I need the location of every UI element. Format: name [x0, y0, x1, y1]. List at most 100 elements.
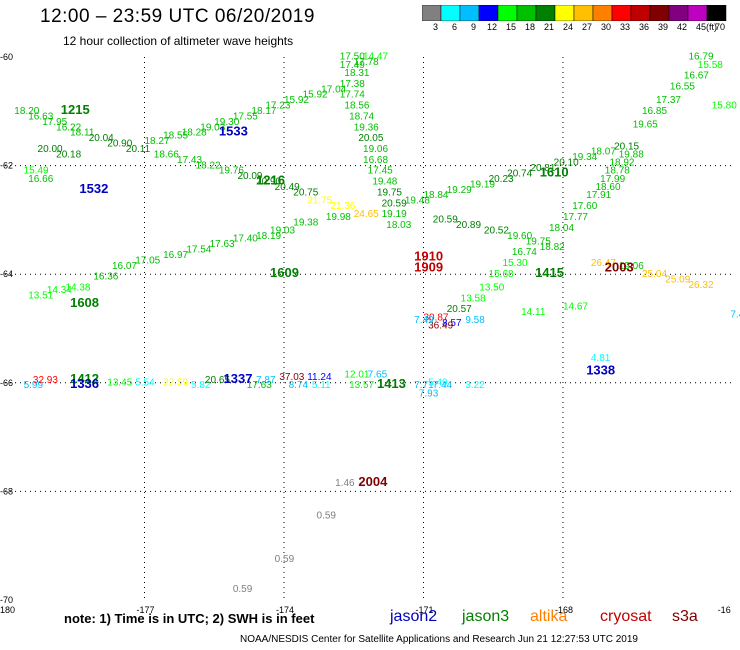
map-subtitle: 12 hour collection of altimeter wave hei…: [63, 34, 294, 48]
color-scale-bar: [422, 5, 727, 21]
color-scale-label: 45: [696, 22, 707, 32]
wave-height-value: 18.31: [344, 68, 369, 79]
wave-height-value: 20.49: [275, 182, 300, 193]
pass-time-label: 1337: [224, 371, 253, 386]
wave-height-value: 17.63: [210, 239, 235, 250]
wave-height-value: 18.20: [14, 106, 39, 117]
wave-height-value: 32.93: [33, 375, 58, 386]
pass-time-label: 1533: [219, 124, 248, 139]
wave-height-value: 17.43: [177, 155, 202, 166]
wave-height-value: 20.59: [382, 198, 407, 209]
wave-height-value: 26.47: [591, 258, 616, 269]
wave-height-value: 20.59: [433, 215, 458, 226]
wave-height-value: 20.90: [256, 177, 281, 188]
wave-height-value: 19.65: [633, 120, 658, 131]
wave-height-value: 19.29: [447, 185, 472, 196]
pass-time-label: 1610: [540, 164, 569, 179]
mission-legend-item: altika: [530, 608, 568, 625]
lat-tick-label: -64: [0, 269, 13, 279]
wave-height-value: 5.49: [428, 378, 448, 389]
wave-height-value: 12.01: [344, 369, 369, 380]
lat-tick-label: -62: [0, 161, 13, 171]
wave-height-value: 7.65: [368, 369, 388, 380]
wave-height-value: 15.30: [503, 258, 528, 269]
wave-height-value: 15.92: [284, 95, 309, 106]
color-scale-label: 27: [582, 22, 593, 32]
wave-height-value: 18.60: [596, 182, 621, 193]
wave-height-value: 19.06: [619, 261, 644, 272]
wave-height-value: 13.57: [349, 380, 374, 391]
wave-height-value: 0.59: [233, 584, 253, 595]
wave-height-value: 18.84: [423, 190, 448, 201]
wave-height-value: 19.30: [214, 117, 239, 128]
lat-tick-label: -66: [0, 378, 13, 388]
wave-height-value: 19.06: [363, 144, 388, 155]
wave-height-value: 19.76: [219, 166, 244, 177]
lat-tick-label: -60: [0, 52, 13, 62]
wave-height-value: 7.4: [730, 310, 740, 321]
color-swatch: [706, 5, 727, 21]
map-title: 12:00 – 23:59 UTC 06/20/2019: [40, 6, 315, 27]
wave-height-value: 16.63: [28, 111, 53, 122]
wave-height-value: 17.78: [354, 57, 379, 68]
pass-time-label: 1412: [70, 371, 99, 386]
wave-height-value: 16.68: [363, 155, 388, 166]
wave-height-value: 20.52: [484, 225, 509, 236]
wave-height-value: 19.48: [372, 177, 397, 188]
wave-height-value: 20.23: [489, 174, 514, 185]
lon-tick-label: -174: [276, 605, 294, 615]
wave-height-value: 16.67: [684, 71, 709, 82]
wave-height-value: 7.71: [414, 380, 434, 391]
color-scale-label: 12: [487, 22, 498, 32]
wave-height-value: 5.54: [135, 378, 155, 389]
wave-height-value: 15.92: [303, 90, 328, 101]
wave-height-value: 17.38: [340, 79, 365, 90]
color-scale-label: 33: [620, 22, 631, 32]
wave-height-value: 4.81: [591, 353, 611, 364]
wave-height-value: 30.87: [423, 312, 448, 323]
wave-height-value: 18.04: [549, 223, 574, 234]
lon-tick-label: -180: [0, 605, 15, 615]
color-scale-label: 70: [715, 22, 726, 32]
color-scale-label: 21: [544, 22, 555, 32]
wave-height-value: 19.98: [326, 212, 351, 223]
wave-height-value: 17.77: [563, 212, 588, 223]
lon-tick-label: -171: [415, 605, 433, 615]
wave-height-value: 13.51: [28, 291, 53, 302]
wave-height-value: 19.48: [405, 196, 430, 207]
wave-height-value: 17.95: [42, 117, 67, 128]
wave-height-value: 19.03: [270, 225, 295, 236]
wave-height-value: 15.49: [24, 166, 49, 177]
color-scale-label: 39: [658, 22, 669, 32]
wave-height-value: 18.66: [154, 149, 179, 160]
pass-time-label: 1608: [70, 295, 99, 310]
wave-height-value: 9.58: [465, 315, 485, 326]
wave-height-value: 20.00: [38, 144, 63, 155]
wave-height-value: 14.34: [47, 285, 72, 296]
pass-time-label: 1910: [414, 249, 443, 264]
color-scale-label: 18: [525, 22, 536, 32]
wave-height-value: 18.56: [344, 101, 369, 112]
wave-height-value: 18.92: [609, 158, 634, 169]
lon-tick-label: -168: [555, 605, 573, 615]
wave-height-value: 19.19: [470, 179, 495, 190]
wave-height-value: 16.79: [689, 52, 714, 63]
wave-height-value: 19.19: [382, 209, 407, 220]
pass-time-label: 1609: [270, 265, 299, 280]
wave-height-value: 8.74: [289, 380, 309, 391]
wave-height-value: 16.36: [93, 272, 118, 283]
wave-height-value: 18.17: [251, 106, 276, 117]
wave-height-value: 18.27: [144, 136, 169, 147]
wave-height-value: 14.67: [563, 301, 588, 312]
color-scale-label: 42: [677, 22, 688, 32]
wave-height-value: 21.75: [307, 196, 332, 207]
wave-height-value: 36.49: [428, 321, 453, 332]
wave-height-value: 1.46: [335, 478, 355, 489]
wave-height-value: 5.11: [312, 380, 331, 391]
wave-height-value: 21.36: [330, 201, 355, 212]
wave-height-value: 20.90: [107, 139, 132, 150]
wave-height-value: 18.22: [196, 160, 221, 171]
wave-height-value: 8.57: [442, 318, 462, 329]
color-scale-label: 30: [601, 22, 612, 32]
wave-height-value: 20.05: [358, 133, 383, 144]
